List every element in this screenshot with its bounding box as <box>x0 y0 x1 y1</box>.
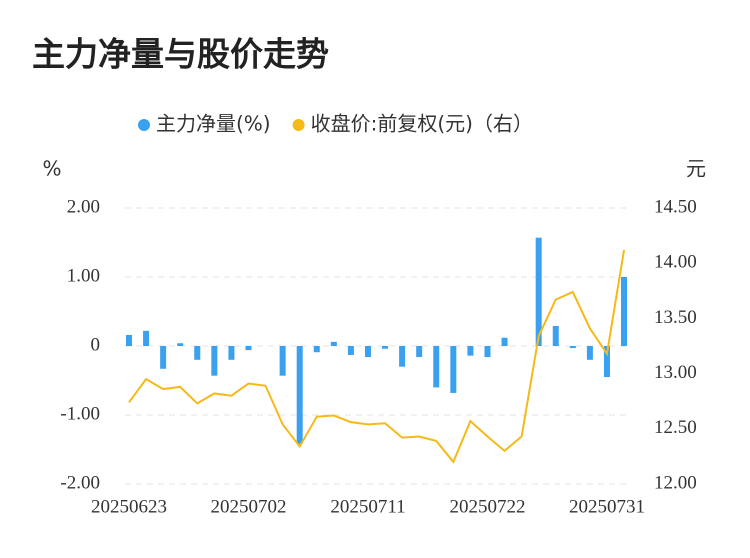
bar <box>501 337 508 346</box>
bar <box>467 346 474 356</box>
bar <box>484 346 491 358</box>
x-tick-label: 20250702 <box>210 496 286 517</box>
y-tick-label: 0 <box>91 334 101 355</box>
legend-marker <box>138 119 150 131</box>
y2-tick-label: 14.00 <box>654 252 697 273</box>
bar <box>603 346 610 378</box>
bar <box>143 330 150 346</box>
bar <box>347 346 354 355</box>
x-tick-label: 20250711 <box>330 496 405 517</box>
bar <box>279 346 286 376</box>
y2-tick-label: 12.50 <box>654 417 697 438</box>
price-line <box>128 249 626 464</box>
bar <box>433 346 440 388</box>
y2-tick-label: 13.00 <box>654 362 697 383</box>
bar <box>416 346 423 358</box>
bar <box>245 346 252 351</box>
bar <box>296 346 303 444</box>
bar <box>399 346 406 367</box>
x-tick-label: 20250731 <box>569 496 645 517</box>
y-axis-label: % <box>42 157 61 181</box>
bar <box>194 346 201 360</box>
legend-label: 主力净量(%) <box>156 112 271 136</box>
x-tick-label: 20250722 <box>449 496 525 517</box>
bar <box>450 346 457 393</box>
y-tick-label: 1.00 <box>67 265 100 286</box>
bar <box>228 346 235 360</box>
y2-tick-label: 12.00 <box>654 472 697 493</box>
y2-tick-label: 14.50 <box>654 196 697 217</box>
bar <box>382 346 389 349</box>
bar <box>586 346 593 360</box>
chart-title: 主力净量与股价走势 <box>32 35 329 74</box>
y-tick-label: -2.00 <box>60 472 100 493</box>
bar <box>535 237 542 346</box>
bar <box>621 277 628 346</box>
bar <box>211 346 218 376</box>
bar <box>313 346 320 353</box>
y-tick-label: 2.00 <box>67 196 100 217</box>
bar <box>126 334 132 346</box>
y2-tick-label: 13.50 <box>654 307 697 328</box>
bar <box>177 343 184 346</box>
x-tick-label: 20250623 <box>91 496 167 517</box>
y2-axis-label: 元 <box>686 157 706 181</box>
legend-label: 收盘价:前复权(元)（右） <box>311 112 533 136</box>
bar <box>160 346 167 369</box>
bar <box>569 346 576 349</box>
y-tick-label: -1.00 <box>60 403 100 424</box>
bar <box>552 325 559 346</box>
bar <box>330 341 337 346</box>
bar <box>364 346 371 358</box>
legend-marker <box>292 119 305 131</box>
